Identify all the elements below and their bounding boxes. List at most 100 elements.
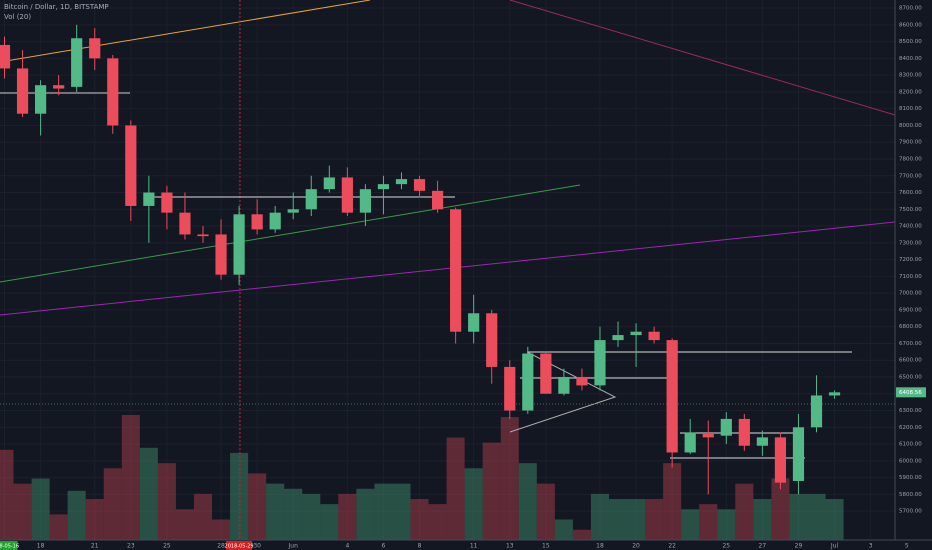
y-tick-label: 6800.00 bbox=[899, 324, 922, 330]
candle-body bbox=[305, 189, 317, 210]
candle-body bbox=[197, 234, 209, 237]
y-tick-label: 6200.00 bbox=[899, 425, 922, 431]
volume-bar bbox=[410, 499, 429, 540]
candle-body bbox=[35, 85, 47, 114]
volume-bar bbox=[248, 473, 267, 540]
y-tick-label: 8100.00 bbox=[899, 106, 922, 112]
candle-body bbox=[179, 212, 191, 235]
volume-bar bbox=[464, 468, 483, 540]
y-tick-label: 8300.00 bbox=[899, 73, 922, 79]
last-price-tag bbox=[896, 387, 926, 398]
candle-body bbox=[53, 85, 65, 89]
y-tick-label: 8500.00 bbox=[899, 39, 922, 45]
candle-body bbox=[0, 44, 11, 69]
candle-body bbox=[395, 179, 408, 185]
axes: 8700.00 8600.00 8500.00 8400.00 8300.00 8200.… bbox=[0, 6, 926, 550]
volume-bar bbox=[771, 478, 790, 540]
volume-bar bbox=[284, 488, 303, 540]
volume-bar bbox=[753, 499, 772, 540]
candle-body bbox=[215, 234, 227, 275]
x-tick-label: 2018-05-29 bbox=[225, 544, 254, 550]
volume-layer bbox=[0, 415, 844, 540]
last-price-label: 6408.56 bbox=[899, 390, 922, 396]
x-tick-label: 28 bbox=[217, 543, 225, 550]
candle-body bbox=[486, 313, 498, 367]
candle-body bbox=[233, 214, 245, 275]
y-tick-label: 7200.00 bbox=[899, 257, 922, 263]
chart-title: Bitcoin / Dollar, 1D, BITSTAMP bbox=[4, 3, 109, 11]
candle-body bbox=[594, 340, 606, 386]
candle-body bbox=[576, 376, 588, 386]
volume-bar bbox=[663, 463, 682, 540]
candle-body bbox=[756, 437, 768, 446]
trend-line bbox=[0, 221, 896, 316]
volume-bar bbox=[302, 493, 321, 540]
grid bbox=[0, 0, 907, 540]
candle-body bbox=[702, 434, 714, 438]
y-tick-label: 6900.00 bbox=[899, 307, 922, 313]
y-tick-label: 8700.00 bbox=[899, 6, 922, 12]
y-tick-label: 5900.00 bbox=[899, 475, 922, 481]
candle-body bbox=[71, 38, 83, 87]
candle-body bbox=[612, 335, 624, 341]
volume-bar bbox=[807, 493, 826, 540]
candle-body bbox=[413, 179, 426, 191]
volume-bar bbox=[320, 504, 339, 540]
volume-bar bbox=[482, 442, 501, 540]
x-tick-label: 25 bbox=[722, 543, 730, 550]
y-tick-label: 7100.00 bbox=[899, 274, 922, 280]
y-tick-label: 7800.00 bbox=[899, 156, 922, 162]
volume-bar bbox=[825, 499, 844, 540]
candle-body bbox=[558, 376, 570, 394]
x-tick-label: 18 bbox=[596, 543, 604, 550]
volume-bar bbox=[500, 417, 519, 540]
candle-body bbox=[89, 38, 101, 59]
candle-body bbox=[107, 58, 119, 126]
volume-label: Vol (20) bbox=[4, 13, 31, 21]
volume-bar bbox=[554, 519, 573, 540]
y-tick-label: 6000.00 bbox=[899, 458, 922, 464]
volume-bar bbox=[356, 488, 375, 540]
candle-body bbox=[630, 331, 642, 336]
x-tick-highlight bbox=[226, 541, 253, 550]
candles bbox=[0, 24, 841, 495]
x-tick-label: 5 bbox=[905, 543, 909, 550]
volume-bar bbox=[67, 490, 86, 540]
x-tick-label: 25 bbox=[163, 543, 171, 550]
candle-body bbox=[431, 190, 444, 210]
volume-bar bbox=[446, 437, 465, 540]
candle-body bbox=[522, 353, 534, 411]
candle-body bbox=[648, 331, 660, 341]
volume-bar bbox=[212, 519, 231, 540]
x-tick-label: 6 bbox=[382, 543, 386, 550]
y-tick-label: 6300.00 bbox=[899, 408, 922, 414]
candle-body bbox=[738, 418, 750, 446]
y-tick-label: 8200.00 bbox=[899, 89, 922, 95]
volume-bar bbox=[518, 463, 537, 540]
x-tick-label: 15 bbox=[542, 543, 550, 550]
candle-body bbox=[450, 209, 462, 332]
candle-body bbox=[666, 340, 678, 453]
triangle bbox=[509, 351, 617, 433]
volume-bar bbox=[266, 483, 285, 540]
y-tick-label: 7400.00 bbox=[899, 224, 922, 230]
price-axis bbox=[895, 0, 932, 540]
x-tick-label: 2018-05-16 bbox=[0, 544, 19, 550]
x-tick-label: 23 bbox=[127, 543, 135, 550]
y-tick-label: 6100.00 bbox=[899, 442, 922, 448]
volume-bar bbox=[699, 504, 718, 540]
volume-bar bbox=[103, 468, 122, 540]
x-tick-label: Jul bbox=[830, 543, 839, 550]
x-tick-label: 4 bbox=[345, 543, 349, 550]
y-tick-label: 8400.00 bbox=[899, 56, 922, 62]
candle-body bbox=[684, 432, 696, 453]
volume-bar bbox=[31, 478, 50, 540]
candle-body bbox=[504, 366, 516, 411]
candle-body bbox=[16, 68, 29, 114]
trend-line bbox=[0, 0, 371, 63]
x-tick-label: 8 bbox=[418, 543, 422, 550]
x-tick-label: 21 bbox=[91, 543, 99, 550]
candle-body bbox=[468, 313, 480, 332]
candle-body bbox=[810, 395, 823, 428]
candle-body bbox=[828, 392, 841, 396]
